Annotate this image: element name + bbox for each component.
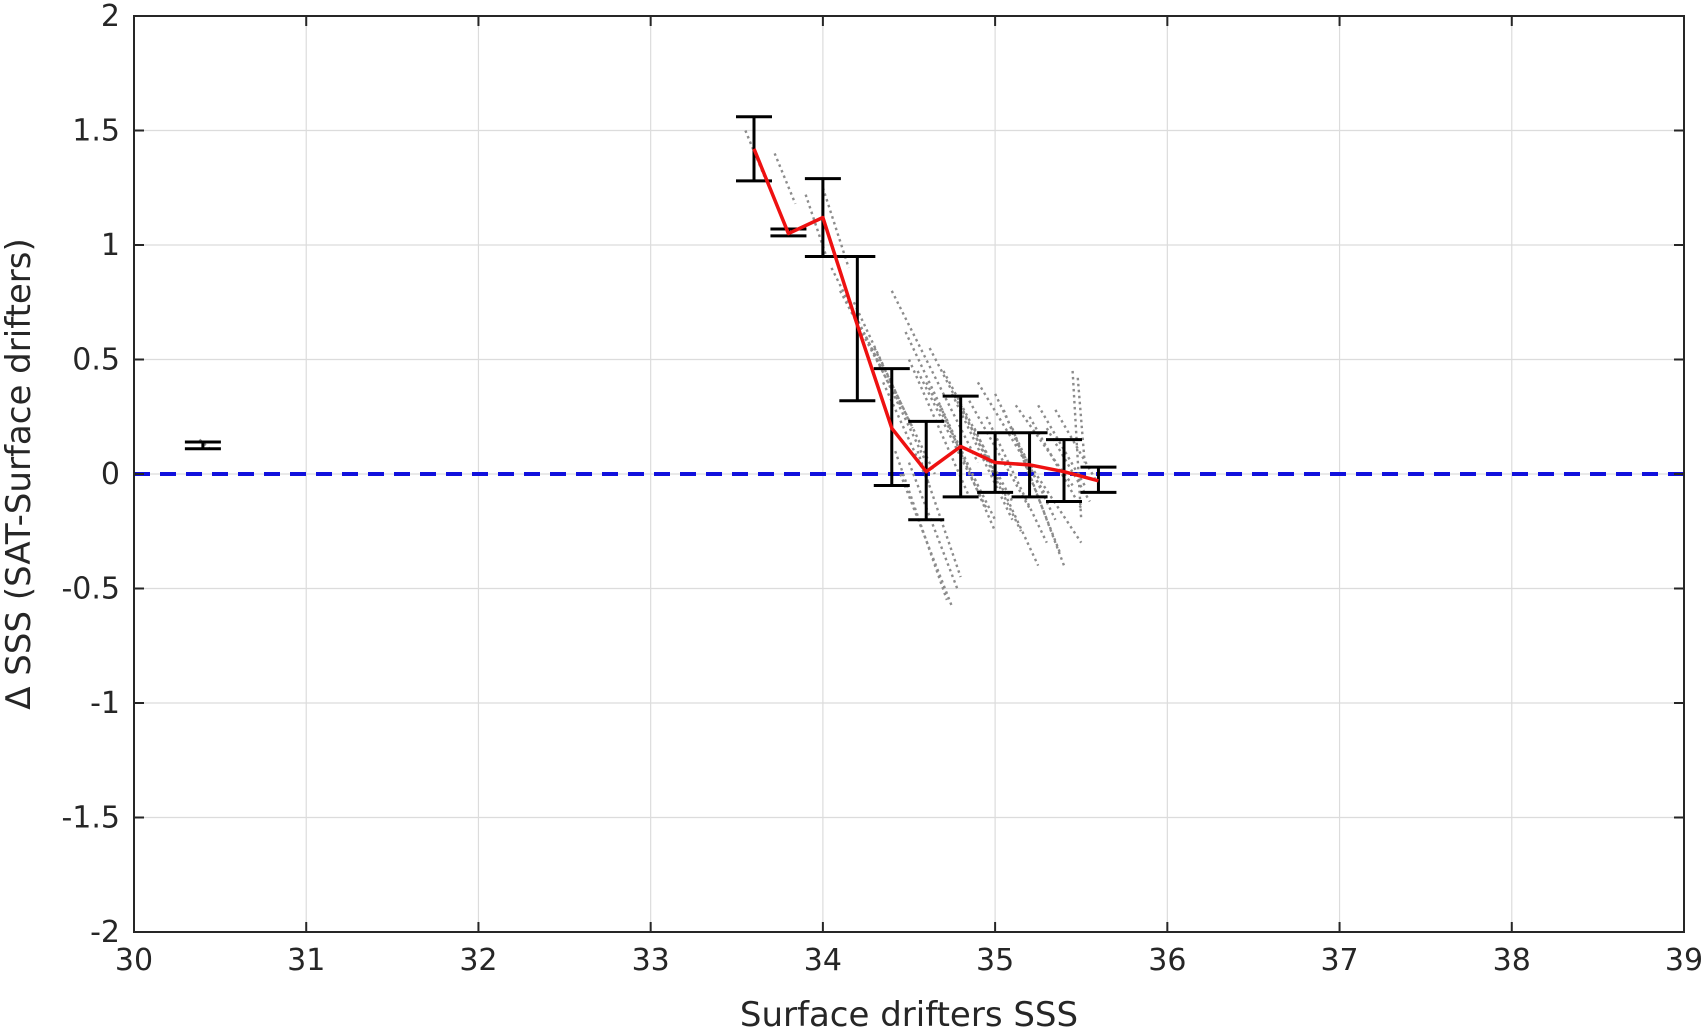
y-axis-label: Δ SSS (SAT-Surface drifters) xyxy=(0,238,39,710)
scatter-streak xyxy=(950,393,1014,521)
scatter-streak xyxy=(968,400,1031,509)
scatter-streak xyxy=(976,381,1048,498)
y-tick-label: -0.5 xyxy=(61,572,120,607)
scatter-streak xyxy=(864,336,928,464)
x-tick-label: 31 xyxy=(287,943,325,978)
scatter-streak xyxy=(942,370,1014,503)
scatter-streak xyxy=(907,462,959,589)
grid-lines xyxy=(134,16,1684,932)
y-tick-label: -1.5 xyxy=(61,801,120,836)
y-tick-label: 0 xyxy=(101,457,120,492)
x-tick-label: 32 xyxy=(459,943,497,978)
scatter-streak xyxy=(959,404,1023,532)
y-tick-label: 1 xyxy=(101,228,120,263)
scatter-streak xyxy=(904,331,979,486)
y-tick-label: -2 xyxy=(90,915,120,950)
error-bar xyxy=(184,440,221,451)
x-tick-label: 34 xyxy=(804,943,842,978)
scatter-streak xyxy=(1071,370,1083,520)
mean-series-line xyxy=(752,148,1099,483)
x-tick-label: 30 xyxy=(115,943,153,978)
mean-line xyxy=(752,148,1099,483)
scatter-streak xyxy=(925,381,997,521)
scatter-streak xyxy=(1014,404,1074,487)
scatter-streak xyxy=(994,393,1057,521)
x-tick-label: 37 xyxy=(1320,943,1358,978)
x-tick-label: 35 xyxy=(976,943,1014,978)
axis-ticks: 30 31 32 33 34 35 36 37 38 39 -2 -1.5 -1 -0.5 0 0.5 1 1.5… xyxy=(61,0,1703,978)
x-tick-label: 33 xyxy=(632,943,670,978)
scatter-streak xyxy=(907,359,971,498)
scatter-streak xyxy=(973,427,1040,567)
y-tick-label: 2 xyxy=(101,0,120,34)
scatter-streak xyxy=(1076,377,1086,463)
scatter-streak xyxy=(916,370,988,509)
scatter-streak xyxy=(916,450,962,578)
x-tick-label: 38 xyxy=(1493,943,1531,978)
scatter-streak xyxy=(852,301,914,429)
scatter-streak xyxy=(821,187,850,269)
scatter-streak xyxy=(985,416,1048,544)
x-tick-label: 36 xyxy=(1148,943,1186,978)
y-tick-label: 1.5 xyxy=(72,114,120,149)
x-axis-label: Surface drifters SSS xyxy=(740,995,1078,1031)
y-tick-label: -1 xyxy=(90,686,120,721)
scatter-streak xyxy=(890,290,979,464)
scatter-streak xyxy=(938,404,997,532)
y-tick-label: 0.5 xyxy=(72,343,120,378)
x-tick-label: 39 xyxy=(1665,943,1703,978)
